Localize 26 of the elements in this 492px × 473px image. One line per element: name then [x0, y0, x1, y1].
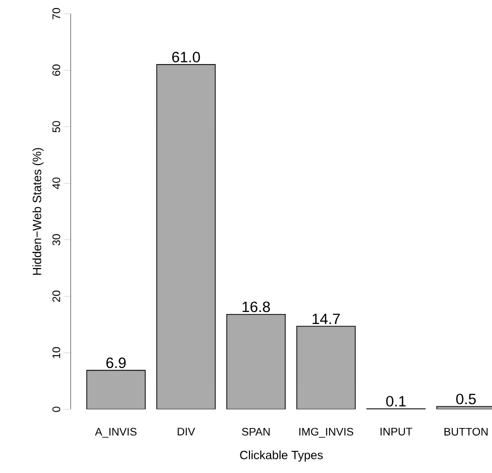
y-tick-label: 20	[52, 290, 60, 302]
data-label: 14.7	[312, 314, 340, 324]
data-label: 6.9	[106, 358, 126, 368]
data-label: 0.1	[386, 396, 406, 407]
y-tick-label: 10	[52, 347, 60, 358]
y-tick-label: 40	[52, 178, 60, 190]
x-tick-label: BUTTON	[444, 428, 488, 436]
bar	[156, 64, 216, 410]
x-tick-label: SPAN	[242, 428, 270, 436]
bar	[86, 370, 146, 410]
x-axis-title: Clickable Types	[240, 450, 323, 462]
y-tick-label: 50	[52, 121, 60, 132]
y-tick-label: 60	[52, 64, 60, 76]
y-tick-label: 30	[52, 234, 60, 246]
bar	[226, 314, 286, 410]
x-tick-label: DIV	[178, 428, 196, 436]
bar	[296, 326, 356, 410]
x-tick-label: INPUT	[380, 428, 412, 436]
x-tick-label: IMG_INVIS	[299, 428, 354, 438]
x-tick-label: A_INVIS	[95, 428, 136, 438]
y-axis-title: Hidden−Web States (%)	[32, 148, 44, 275]
data-label: 61.0	[172, 52, 200, 62]
y-tick-label: 0	[52, 406, 60, 412]
y-tick-label: 70	[52, 8, 60, 20]
data-label: 16.8	[242, 302, 270, 312]
data-label: 0.5	[456, 394, 476, 404]
